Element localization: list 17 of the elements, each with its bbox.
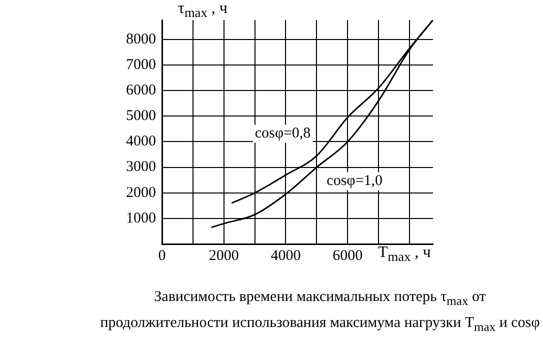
text: Зависимость времени максимальных потерь τ$_{max}$ от продолжительности использования максимума нагрузки T$_{max}$ и cosφ [100,288,540,336]
series-label: cosφ=0,8 [254,126,311,142]
y-tick-label: 8000 [126,31,156,48]
y-tick-label: 3000 [126,159,156,176]
y-tick-label: 5000 [126,108,156,124]
x-tick-label: 4000 [270,248,301,264]
series-label: cosφ=1,0 [326,173,383,190]
y-tick-label: 1000 [126,210,156,226]
y-tick-label: 6000 [126,82,156,99]
x-tick-label: 2000 [208,248,239,264]
y-axis-title: τ$_{max}$ , ч [178,0,228,22]
x-tick-label: 0 [158,248,166,264]
y-tick-label: 2000 [126,184,156,201]
x-tick-label: 6000 [332,248,363,264]
x-axis-title: T$_{max}$ , ч [378,244,431,266]
y-tick-label: 7000 [126,56,156,73]
y-tick-label: 4000 [126,134,156,150]
